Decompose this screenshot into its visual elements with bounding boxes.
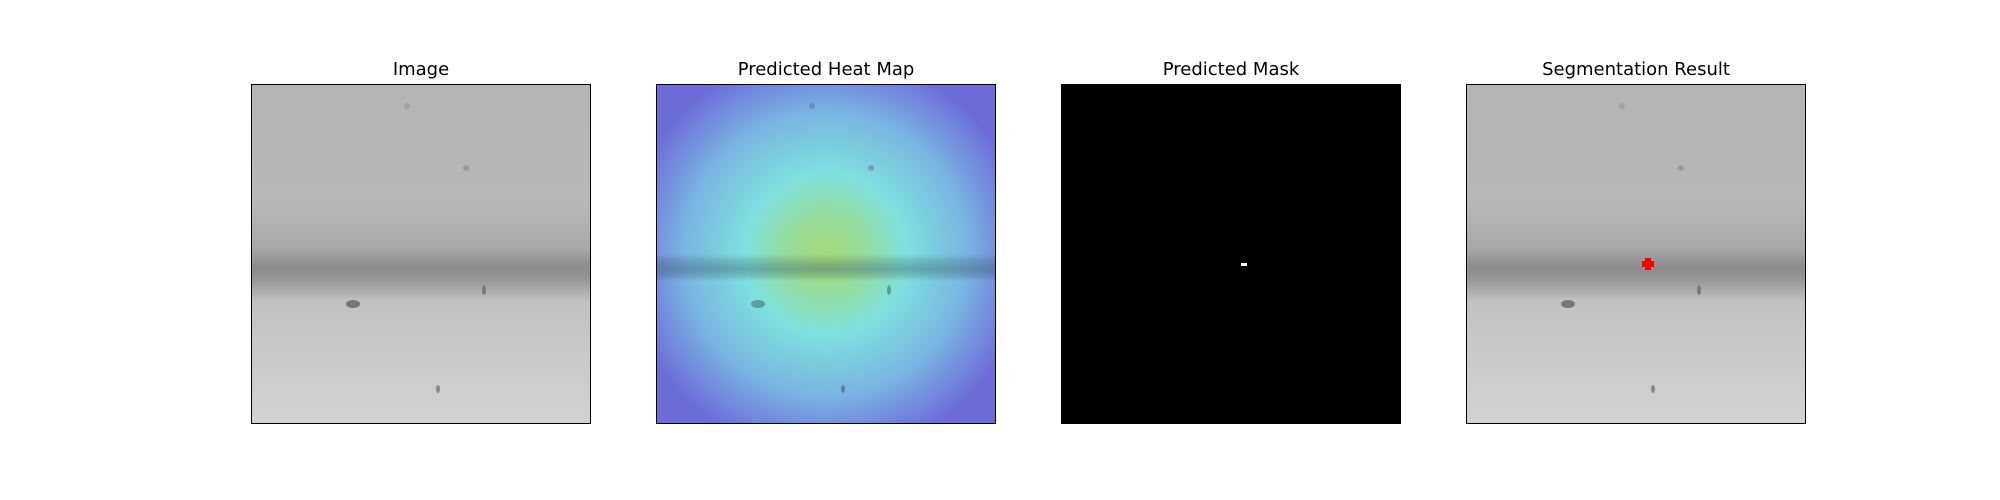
- image-frame: [251, 84, 591, 424]
- segmentation-overlay: [1642, 258, 1654, 270]
- panel-heatmap: Predicted Heat Map: [656, 0, 996, 500]
- mask-blob: [1241, 263, 1247, 266]
- panel-result: Segmentation Result: [1466, 0, 1806, 500]
- result-image: [1467, 85, 1805, 423]
- mask-frame: [1061, 84, 1401, 424]
- mask-image: [1062, 85, 1400, 423]
- heatmap-image: [657, 85, 995, 423]
- panel-title: Segmentation Result: [1542, 59, 1730, 80]
- panel-title: Image: [392, 59, 450, 80]
- input-image: [252, 85, 590, 423]
- result-frame: [1466, 84, 1806, 424]
- panel-image: Image: [251, 0, 591, 500]
- panel-mask: Predicted Mask: [1061, 0, 1401, 500]
- heatmap-frame: [656, 84, 996, 424]
- panel-title: Predicted Heat Map: [737, 59, 915, 80]
- panel-title: Predicted Mask: [1162, 59, 1300, 80]
